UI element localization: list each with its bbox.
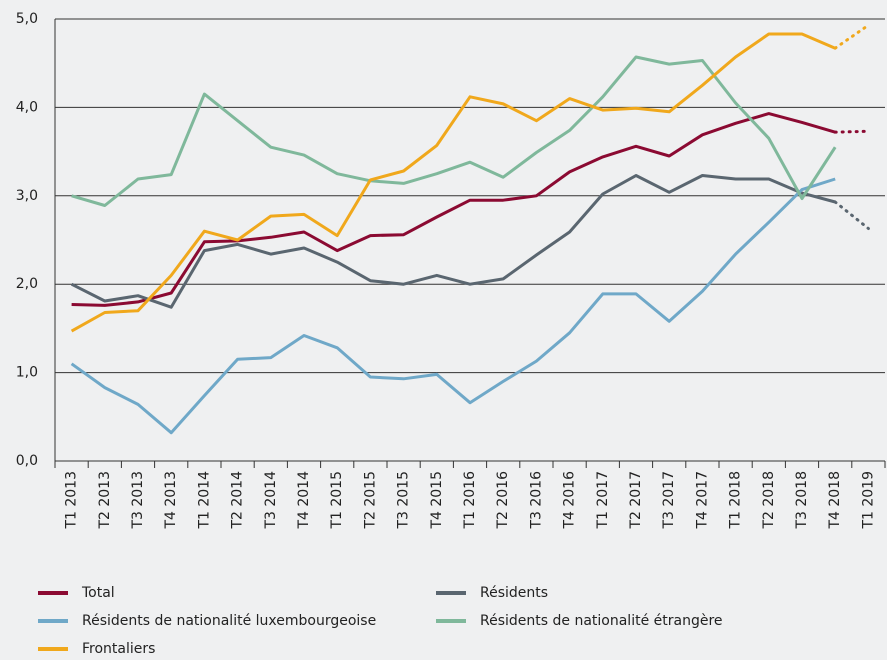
x-tick-label: T3 2017 [661,471,677,530]
x-tick-label: T4 2016 [562,471,578,530]
legend-label: Résidents [480,585,548,601]
x-tick-label: T2 2018 [761,471,777,530]
x-tick-label: T2 2014 [230,471,246,530]
x-tick-label: T3 2016 [528,471,544,530]
legend-label: Total [81,585,115,601]
y-tick-label: 3,0 [16,188,38,204]
series-line [70,177,836,435]
x-tick-label: T4 2017 [694,471,710,530]
x-tick-label: T1 2016 [462,471,478,530]
x-tick-label: T1 2017 [595,471,611,530]
x-tick-label: T2 2016 [495,471,511,530]
y-tick-label: 0,0 [16,453,38,469]
x-tick-label: T2 2017 [628,471,644,530]
y-tick-label: 1,0 [16,365,38,381]
x-tick-label: T1 2018 [728,471,744,530]
x-tick-label: T3 2013 [130,471,146,530]
x-tick-label: T4 2014 [296,471,312,530]
x-tick-label: T1 2013 [64,471,80,530]
y-tick-label: 4,0 [16,99,38,115]
series-projection [833,200,870,231]
x-tick-label: T4 2015 [429,471,445,530]
series-projection [833,129,870,134]
x-tick-label: T2 2013 [97,471,113,530]
x-tick-label: T3 2015 [396,471,412,530]
x-tick-label: T3 2018 [794,471,810,530]
legend-label: Résidents de nationalité étrangère [480,613,723,629]
legend-label: Résidents de nationalité luxembourgeoise [82,613,376,629]
x-tick-label: T4 2018 [827,471,843,530]
series-line [71,112,836,307]
series-line [70,174,836,309]
y-tick-label: 5,0 [16,11,38,27]
series-projection [833,23,870,50]
x-tick-label: T1 2019 [860,471,876,530]
series-line [71,55,837,207]
x-tick-label: T1 2015 [329,471,345,530]
x-tick-label: T3 2014 [263,471,279,530]
x-tick-label: T1 2014 [196,471,212,530]
x-tick-label: T2 2015 [362,471,378,530]
series-line [70,32,836,333]
y-tick-label: 2,0 [16,276,38,292]
x-tick-label: T4 2013 [163,471,179,530]
legend-label: Frontaliers [82,641,155,657]
